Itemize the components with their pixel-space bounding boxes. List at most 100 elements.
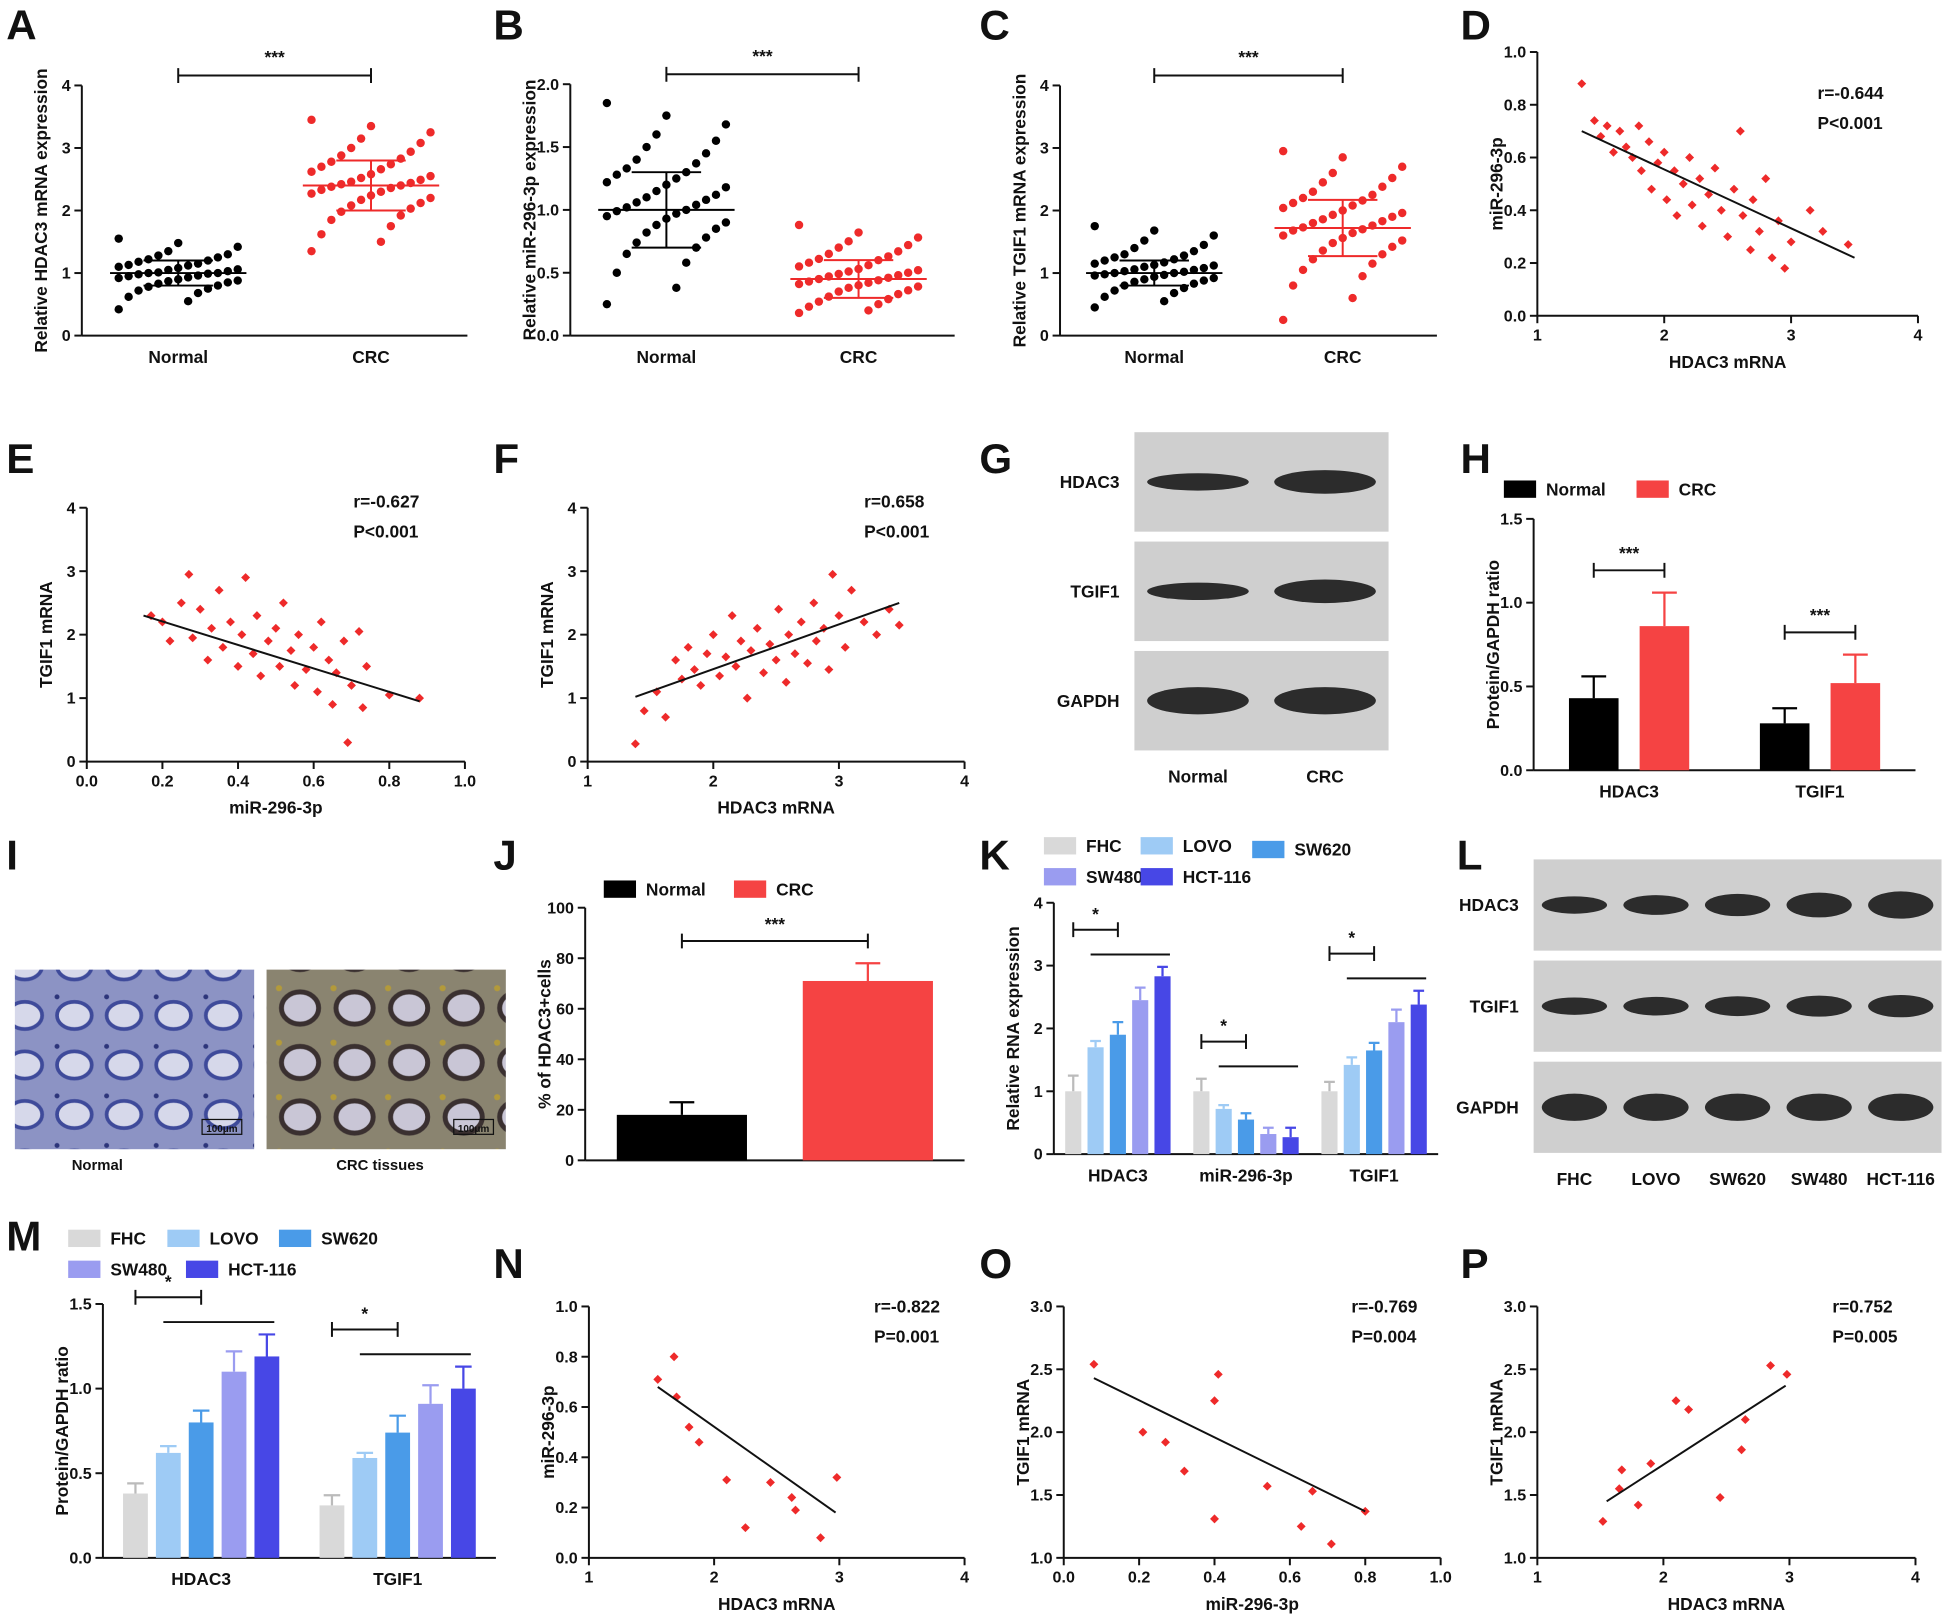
point: [1695, 174, 1705, 184]
y-tick-label: 1.5: [1500, 510, 1522, 528]
point: [1818, 226, 1828, 236]
error-bar: [1134, 986, 1146, 1001]
blot-band: [1868, 891, 1934, 919]
legend-swatch: [1252, 840, 1285, 859]
point: [1617, 1465, 1627, 1475]
error-bar: [1772, 707, 1798, 724]
dot: [894, 289, 903, 299]
bar: [155, 1452, 181, 1558]
y-tick-label: 4: [1040, 77, 1049, 95]
point: [207, 623, 217, 633]
dot: [376, 187, 386, 196]
significance-bracket: [1592, 562, 1666, 578]
point: [781, 677, 791, 687]
error-bar: [1652, 591, 1677, 627]
annotation: P<0.001: [1818, 113, 1883, 133]
panel-letter: C: [979, 2, 1009, 49]
point: [324, 655, 334, 665]
point: [294, 630, 304, 640]
y-axis-label: TGIF1 mRNA: [537, 581, 557, 688]
x-tick-label: 2: [1659, 1569, 1668, 1587]
legend-swatch: [185, 1260, 219, 1278]
bar: [254, 1356, 280, 1558]
blot-band: [1274, 579, 1376, 604]
point: [1843, 240, 1853, 250]
x-tick-label: CRC: [352, 347, 390, 367]
x-axis-label: HDAC3 mRNA: [717, 798, 835, 818]
dot: [691, 200, 701, 210]
error-bar: [323, 1494, 341, 1506]
point: [1782, 1369, 1792, 1379]
legend-swatch: [1043, 837, 1077, 855]
point: [847, 585, 856, 595]
x-tick-label: 3: [834, 772, 843, 790]
point: [290, 680, 300, 690]
bar: [1343, 1064, 1360, 1155]
dot: [642, 142, 651, 152]
significance-label: ***: [765, 914, 785, 934]
point: [1161, 1437, 1170, 1447]
error-bar: [1842, 653, 1868, 684]
legend-label: LOVO: [210, 1229, 259, 1249]
y-tick-label: 100: [547, 899, 574, 917]
dot: [1100, 270, 1109, 279]
panel: M 0.0 0.5 1.0 1.5 Protein/GAPDH ratio FHC LOVO S…: [6, 1213, 496, 1589]
blot-band: [1786, 1093, 1852, 1121]
point: [354, 627, 364, 636]
panel: E 0 1 2 3 4 TGIF1 mRNA 0.0 0.2 0.4 0.6 0.8 1.0 miR-29…: [6, 435, 476, 818]
significance-bracket: [665, 66, 860, 82]
y-tick-label: 0: [67, 753, 76, 771]
dot: [682, 258, 691, 267]
dot: [346, 201, 356, 210]
dot: [144, 255, 153, 264]
error-bar: [422, 1384, 439, 1404]
dot: [834, 269, 843, 279]
annotation: P=0.001: [874, 1326, 939, 1346]
dot: [1159, 258, 1169, 267]
dot: [602, 211, 612, 221]
dot: [426, 171, 435, 181]
y-tick-label: 0.2: [1504, 255, 1526, 273]
dot: [1159, 296, 1169, 306]
point: [816, 1533, 826, 1543]
dot: [1278, 315, 1288, 325]
error-bar: [1413, 989, 1425, 1005]
point: [415, 693, 425, 703]
point: [1633, 1500, 1643, 1510]
scale-bar-box: [201, 1118, 243, 1135]
dot: [213, 253, 223, 262]
dot: [386, 221, 396, 231]
dot: [1150, 226, 1159, 235]
dot: [844, 267, 853, 276]
dot: [134, 286, 143, 295]
point: [286, 646, 296, 655]
point: [1644, 137, 1654, 147]
point: [742, 693, 752, 703]
y-tick-label: 1: [1034, 1083, 1043, 1101]
x-tick-label: Normal: [637, 347, 697, 367]
dot: [223, 266, 233, 276]
dot: [337, 207, 346, 216]
legend-swatch: [1636, 480, 1669, 498]
dot: [193, 288, 203, 298]
dot: [337, 180, 346, 189]
point: [218, 642, 228, 652]
dot: [114, 273, 123, 283]
dot: [1140, 262, 1149, 272]
y-tick-label: 0.0: [69, 1549, 91, 1567]
bar: [1065, 1091, 1082, 1155]
legend-swatch: [1043, 868, 1077, 886]
error-bar: [127, 1482, 144, 1494]
panel: K 0 1 2 3 4 Relative RNA expression FHC LOVO SW62…: [979, 831, 1439, 1185]
dot: [913, 266, 923, 275]
point: [233, 661, 243, 671]
panel-letter: H: [1460, 435, 1490, 482]
point: [1710, 163, 1720, 173]
point: [653, 1374, 663, 1384]
legend-swatch: [68, 1260, 101, 1278]
error-bar: [1324, 1080, 1335, 1092]
point: [746, 646, 756, 655]
y-tick-label: 80: [556, 950, 574, 968]
